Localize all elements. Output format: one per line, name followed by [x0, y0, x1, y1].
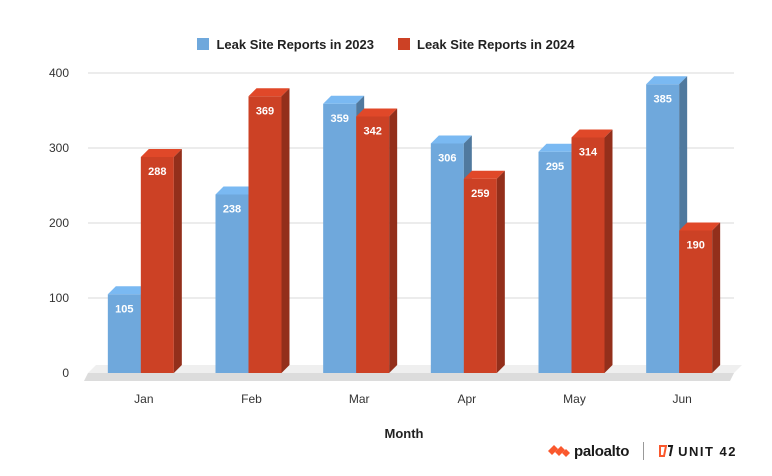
legend-swatch-2024	[398, 38, 410, 50]
bar-front	[248, 96, 282, 373]
bar-side	[604, 129, 613, 373]
data-label: 314	[579, 147, 598, 159]
bar-front	[571, 137, 605, 373]
unit42-mark-icon	[659, 445, 674, 457]
bar-front	[538, 151, 572, 373]
data-label: 295	[546, 161, 564, 173]
unit42-wordmark: UNIT 42	[678, 443, 738, 459]
x-tick-label: Jun	[672, 392, 691, 406]
bar-top	[463, 170, 505, 179]
bar-top	[679, 222, 721, 231]
data-label: 190	[686, 240, 704, 252]
legend-item-2024: Leak Site Reports in 2024	[398, 37, 575, 52]
legend-label-2024: Leak Site Reports in 2024	[417, 36, 575, 52]
bar	[248, 88, 290, 373]
data-label: 105	[115, 303, 133, 315]
chart-floor-edge	[84, 373, 734, 381]
bar-front	[107, 294, 141, 373]
bar-side	[712, 222, 721, 373]
bar-top	[430, 135, 472, 144]
x-tick-label: May	[563, 392, 586, 406]
bar-front	[140, 157, 174, 373]
bar-front	[463, 178, 497, 373]
data-label: 359	[330, 113, 348, 125]
legend-swatch-2023	[197, 38, 210, 50]
y-tick-label: 100	[49, 291, 69, 305]
bar	[356, 108, 398, 373]
data-label: 385	[653, 93, 671, 105]
chart-legend: Leak Site Reports in 2023 Leak Site Repo…	[0, 34, 772, 54]
bar-front	[323, 103, 357, 373]
bar-front	[679, 230, 713, 373]
paloalto-logo: paloalto	[548, 443, 629, 460]
legend-label-2023: Leak Site Reports in 2023	[216, 36, 374, 52]
brand-footer: paloalto UNIT 42	[548, 440, 758, 462]
data-label: 342	[363, 126, 381, 138]
data-label: 259	[471, 188, 489, 200]
bar-front	[356, 116, 390, 373]
x-tick-label: Feb	[241, 392, 262, 406]
data-label: 238	[223, 204, 241, 216]
unit42-logo: UNIT 42	[658, 443, 737, 459]
x-tick-label: Apr	[457, 392, 476, 406]
bar-top	[356, 108, 398, 117]
bar-top	[323, 95, 365, 104]
bar-top	[107, 286, 149, 295]
paloalto-wordmark: paloalto	[574, 442, 630, 460]
bar-top	[248, 88, 290, 97]
bar	[571, 129, 613, 373]
bar-top	[215, 186, 257, 195]
x-axis-label: Month	[385, 426, 424, 441]
bar	[679, 222, 721, 373]
bar	[140, 149, 182, 373]
bar-side	[496, 170, 505, 373]
data-label: 369	[256, 105, 274, 117]
legend-item-2023: Leak Site Reports in 2023	[197, 37, 374, 52]
paloalto-mark-icon	[548, 445, 570, 457]
bar-front	[430, 143, 464, 373]
x-tick-label: Mar	[349, 392, 370, 406]
bar-front	[646, 84, 680, 373]
bar-top	[571, 129, 613, 138]
bar-top	[538, 143, 580, 152]
data-label: 288	[148, 166, 166, 178]
y-tick-label: 300	[49, 141, 69, 155]
data-label: 306	[438, 153, 456, 165]
bar-side	[389, 108, 398, 373]
bar	[463, 170, 505, 373]
y-tick-label: 400	[49, 66, 69, 80]
bar-top	[140, 149, 182, 157]
y-tick-label: 0	[62, 366, 69, 380]
bar-side	[173, 149, 182, 373]
chart-floor-top	[88, 365, 742, 373]
bar-side	[281, 88, 290, 373]
bar-top	[646, 76, 688, 85]
x-tick-label: Jan	[134, 392, 153, 406]
y-tick-label: 200	[49, 216, 69, 230]
bar-front	[215, 194, 249, 373]
footer-separator	[643, 442, 645, 460]
